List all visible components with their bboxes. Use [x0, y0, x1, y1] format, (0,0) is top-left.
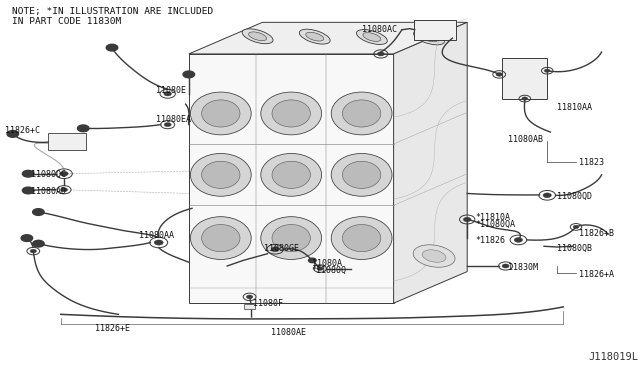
Circle shape — [106, 44, 118, 51]
Ellipse shape — [202, 100, 240, 127]
Circle shape — [317, 267, 323, 270]
Text: 11080AC: 11080AC — [362, 25, 397, 34]
Circle shape — [463, 217, 471, 222]
Ellipse shape — [242, 29, 273, 44]
Ellipse shape — [356, 30, 387, 44]
Circle shape — [30, 249, 36, 253]
Circle shape — [545, 69, 550, 72]
Circle shape — [33, 209, 44, 215]
Ellipse shape — [272, 100, 310, 127]
Ellipse shape — [332, 153, 392, 196]
Ellipse shape — [306, 32, 324, 41]
Text: 11080GE: 11080GE — [264, 244, 300, 253]
Text: 11080QC: 11080QC — [31, 170, 66, 179]
Ellipse shape — [272, 161, 310, 188]
Text: 11826+A: 11826+A — [579, 270, 614, 279]
Ellipse shape — [261, 92, 321, 135]
Ellipse shape — [422, 250, 446, 262]
Ellipse shape — [202, 161, 240, 188]
Ellipse shape — [191, 92, 251, 135]
Ellipse shape — [413, 30, 444, 45]
Text: *11810A: *11810A — [475, 213, 510, 222]
Text: 11080AE: 11080AE — [271, 328, 305, 337]
Bar — [415, 19, 456, 40]
Text: 11826+B: 11826+B — [579, 229, 614, 238]
Circle shape — [543, 193, 552, 198]
Text: 11080E: 11080E — [156, 86, 186, 95]
Text: 11080AA: 11080AA — [139, 231, 174, 240]
Circle shape — [522, 97, 527, 100]
Circle shape — [33, 240, 44, 247]
Circle shape — [7, 131, 19, 137]
Circle shape — [164, 92, 172, 96]
Circle shape — [77, 125, 89, 132]
Circle shape — [515, 237, 523, 243]
Circle shape — [183, 71, 195, 78]
Circle shape — [573, 225, 579, 228]
Text: 11823: 11823 — [579, 158, 604, 167]
Circle shape — [246, 295, 253, 299]
Text: *11826: *11826 — [476, 236, 506, 245]
Circle shape — [61, 187, 68, 192]
Circle shape — [308, 258, 316, 263]
Bar — [244, 304, 255, 310]
Text: 11080F: 11080F — [253, 299, 284, 308]
Text: NOTE; *IN ILLUSTRATION ARE INCLUDED
IN PART CODE 11830M: NOTE; *IN ILLUSTRATION ARE INCLUDED IN P… — [12, 7, 212, 26]
Text: *11080QA: *11080QA — [475, 220, 515, 229]
Circle shape — [502, 264, 509, 268]
Circle shape — [271, 247, 280, 251]
Text: 11826+C: 11826+C — [5, 126, 40, 135]
Ellipse shape — [363, 33, 381, 41]
Ellipse shape — [191, 153, 251, 196]
Ellipse shape — [420, 33, 438, 42]
Circle shape — [496, 73, 502, 76]
Text: 11080A: 11080A — [312, 259, 342, 268]
Bar — [48, 133, 86, 150]
Ellipse shape — [413, 245, 455, 267]
Circle shape — [154, 240, 163, 245]
Text: 11810AA: 11810AA — [557, 103, 592, 112]
Circle shape — [22, 187, 34, 194]
Ellipse shape — [332, 92, 392, 135]
Ellipse shape — [261, 217, 321, 260]
Ellipse shape — [342, 161, 381, 188]
Circle shape — [164, 122, 172, 126]
Ellipse shape — [332, 217, 392, 260]
Ellipse shape — [191, 217, 251, 260]
Polygon shape — [189, 22, 467, 54]
Text: J118019L: J118019L — [589, 352, 639, 362]
Circle shape — [378, 52, 384, 56]
Circle shape — [60, 171, 68, 176]
Text: 11826+E: 11826+E — [95, 324, 130, 333]
Text: *11080Q: *11080Q — [312, 266, 347, 275]
Ellipse shape — [342, 224, 381, 251]
Text: 11830M: 11830M — [508, 263, 538, 272]
Ellipse shape — [342, 100, 381, 127]
Polygon shape — [189, 54, 394, 303]
Circle shape — [21, 235, 33, 241]
Text: 11080QB: 11080QB — [557, 244, 592, 253]
Ellipse shape — [272, 224, 310, 251]
Bar — [502, 58, 547, 99]
Ellipse shape — [248, 32, 267, 41]
Text: 11080QD: 11080QD — [557, 192, 592, 201]
Ellipse shape — [261, 153, 321, 196]
Text: 11080EA: 11080EA — [156, 115, 191, 124]
Ellipse shape — [202, 224, 240, 251]
Ellipse shape — [300, 29, 330, 44]
Circle shape — [22, 170, 34, 177]
Text: 11080AB: 11080AB — [508, 135, 543, 144]
Polygon shape — [394, 22, 467, 303]
Text: 11080AD: 11080AD — [31, 187, 66, 196]
